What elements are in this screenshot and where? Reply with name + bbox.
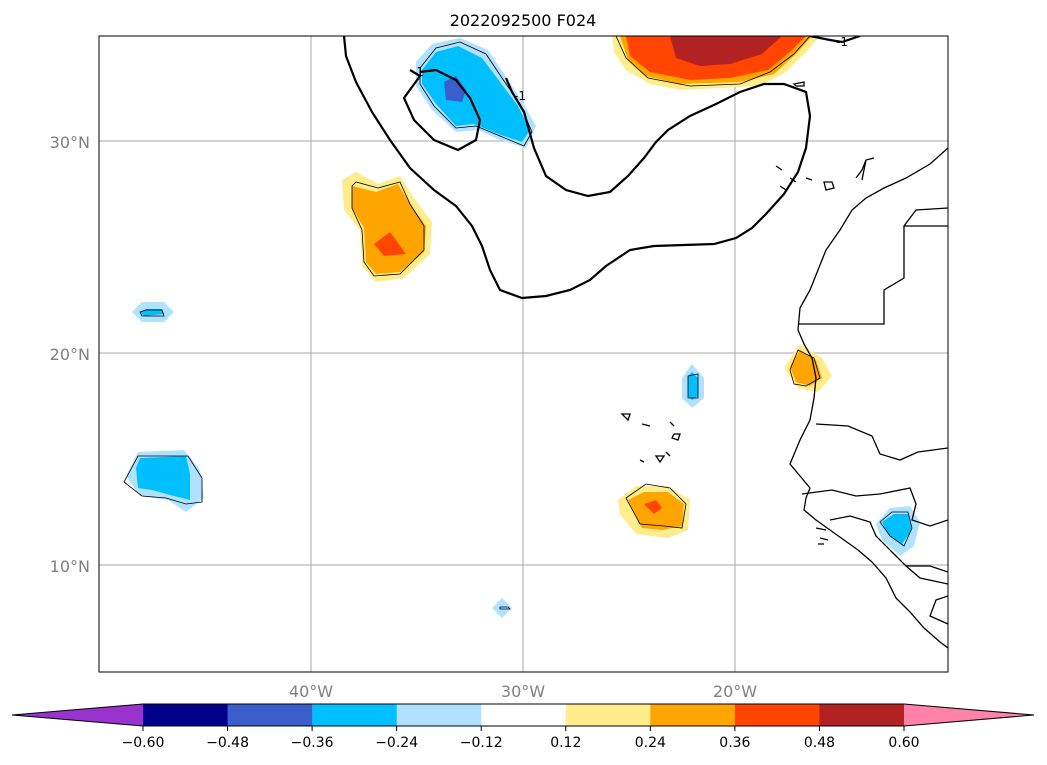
colorbar-segment — [143, 704, 229, 726]
border-south — [906, 565, 948, 625]
border-senegal — [801, 487, 948, 527]
map-frame — [98, 35, 949, 673]
bissau-islands — [815, 527, 829, 545]
contour-label: -1 — [514, 89, 526, 103]
colorbar-tick-label: −0.48 — [206, 735, 249, 751]
lat-label-30n: 30°N — [50, 133, 90, 152]
colorbar-tick-label: 0.36 — [719, 735, 750, 751]
colorbar-tick-label: −0.36 — [291, 735, 334, 751]
colorbar-segment — [734, 704, 820, 726]
colorbar-extend-low — [12, 704, 143, 726]
thick-contour — [342, 36, 861, 300]
anomaly-fills — [126, 36, 920, 618]
border-mauritania-mali — [815, 423, 948, 461]
colorbar-segment — [312, 704, 398, 726]
colorbar-tick-label: −0.24 — [375, 735, 418, 751]
colorbar-segment — [396, 704, 482, 726]
cape-verde-islands — [620, 413, 681, 464]
contour-label: -1 — [412, 65, 424, 79]
colorbar-tick-label: 0.48 — [804, 735, 835, 751]
lon-label-30w: 30°W — [501, 682, 545, 701]
colorbar-segment — [565, 704, 651, 726]
cold-patch-tiny — [492, 598, 512, 618]
border-guinea — [829, 515, 948, 585]
map-panel: -1 -1 -1 — [99, 35, 948, 672]
lon-label-40w: 40°W — [289, 682, 333, 701]
madeira — [792, 81, 805, 87]
gridlines — [99, 36, 948, 672]
colorbar-segment — [227, 704, 313, 726]
thin-contours — [123, 36, 913, 610]
lat-label-10n: 10°N — [50, 557, 90, 576]
contour-line-ne — [809, 36, 861, 44]
lat-label-20n: 20°N — [50, 345, 90, 364]
colorbar-segment — [819, 704, 905, 726]
lat-labels: 30°N 20°N 10°N — [50, 133, 90, 576]
colorbar: −0.60 −0.48 −0.36 −0.24 −0.12 0.12 0.24 0.36 0.4… — [11, 703, 1035, 751]
map-title: 2022092500 F024 — [450, 11, 597, 30]
border-western-sahara — [798, 225, 948, 325]
contour-label: -1 — [836, 35, 848, 49]
contour-line-main — [342, 36, 812, 300]
colorbar-tick-label: 0.24 — [635, 735, 666, 751]
canary-islands — [775, 157, 875, 191]
coastlines — [620, 81, 948, 649]
colorbar-extend-high — [904, 704, 1034, 726]
lon-labels: 40°W 30°W 20°W — [289, 682, 757, 701]
colorbar-tick-label: −0.12 — [460, 735, 503, 751]
colorbar-segment — [650, 704, 736, 726]
lon-label-20w: 20°W — [713, 682, 757, 701]
colorbar-tick-label: −0.60 — [122, 735, 165, 751]
border-morocco — [903, 207, 948, 227]
colorbar-segment — [481, 704, 567, 726]
colorbar-tick-label: 0.12 — [550, 735, 581, 751]
contour-line-loop — [402, 68, 482, 152]
africa-coastline — [789, 147, 948, 649]
colorbar-tick-label: 0.60 — [888, 735, 919, 751]
